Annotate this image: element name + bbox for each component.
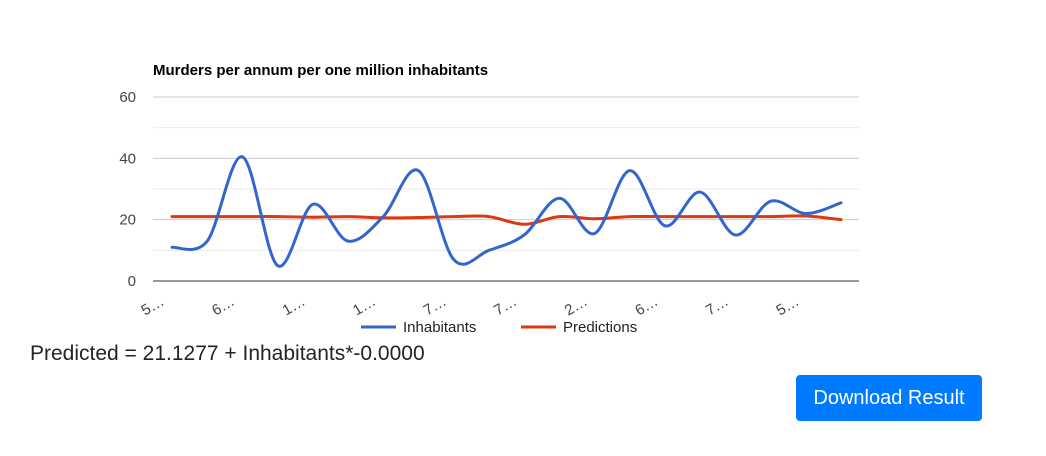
x-tick-label: 1… xyxy=(350,293,379,319)
regression-equation: Predicted = 21.1277 + Inhabitants*-0.000… xyxy=(30,342,425,365)
legend-label-predictions: Predictions xyxy=(563,319,637,336)
series-line-predictions xyxy=(170,214,843,226)
y-tick-label: 40 xyxy=(119,150,136,167)
y-tick-label: 0 xyxy=(128,273,136,290)
y-tick-label: 60 xyxy=(119,89,136,106)
x-tick-label: 7… xyxy=(491,293,520,319)
x-tick-label: 7… xyxy=(421,293,450,319)
line-chart: Murders per annum per one million inhabi… xyxy=(119,62,859,336)
y-axis-labels: 0 20 40 60 xyxy=(119,89,136,290)
y-tick-label: 20 xyxy=(119,212,136,229)
x-tick-label: 6… xyxy=(632,293,661,319)
x-tick-label: 2… xyxy=(562,293,591,319)
x-tick-label: 7… xyxy=(703,293,732,319)
chart-title: Murders per annum per one million inhabi… xyxy=(153,62,488,79)
series-lines xyxy=(170,155,843,268)
x-axis-labels: 5… 6… 1… 1… 7… 7… 2… 6… 7… 5… xyxy=(138,293,802,319)
x-tick-label: 5… xyxy=(138,293,167,319)
download-result-button[interactable]: Download Result xyxy=(796,375,982,421)
legend-label-inhabitants: Inhabitants xyxy=(403,319,476,336)
legend: Inhabitants Predictions xyxy=(361,319,637,336)
gridlines xyxy=(153,96,859,282)
series-line-inhabitants xyxy=(170,155,843,268)
x-tick-label: 5… xyxy=(773,293,802,319)
x-tick-label: 6… xyxy=(209,293,238,319)
x-tick-label: 1… xyxy=(280,293,309,319)
